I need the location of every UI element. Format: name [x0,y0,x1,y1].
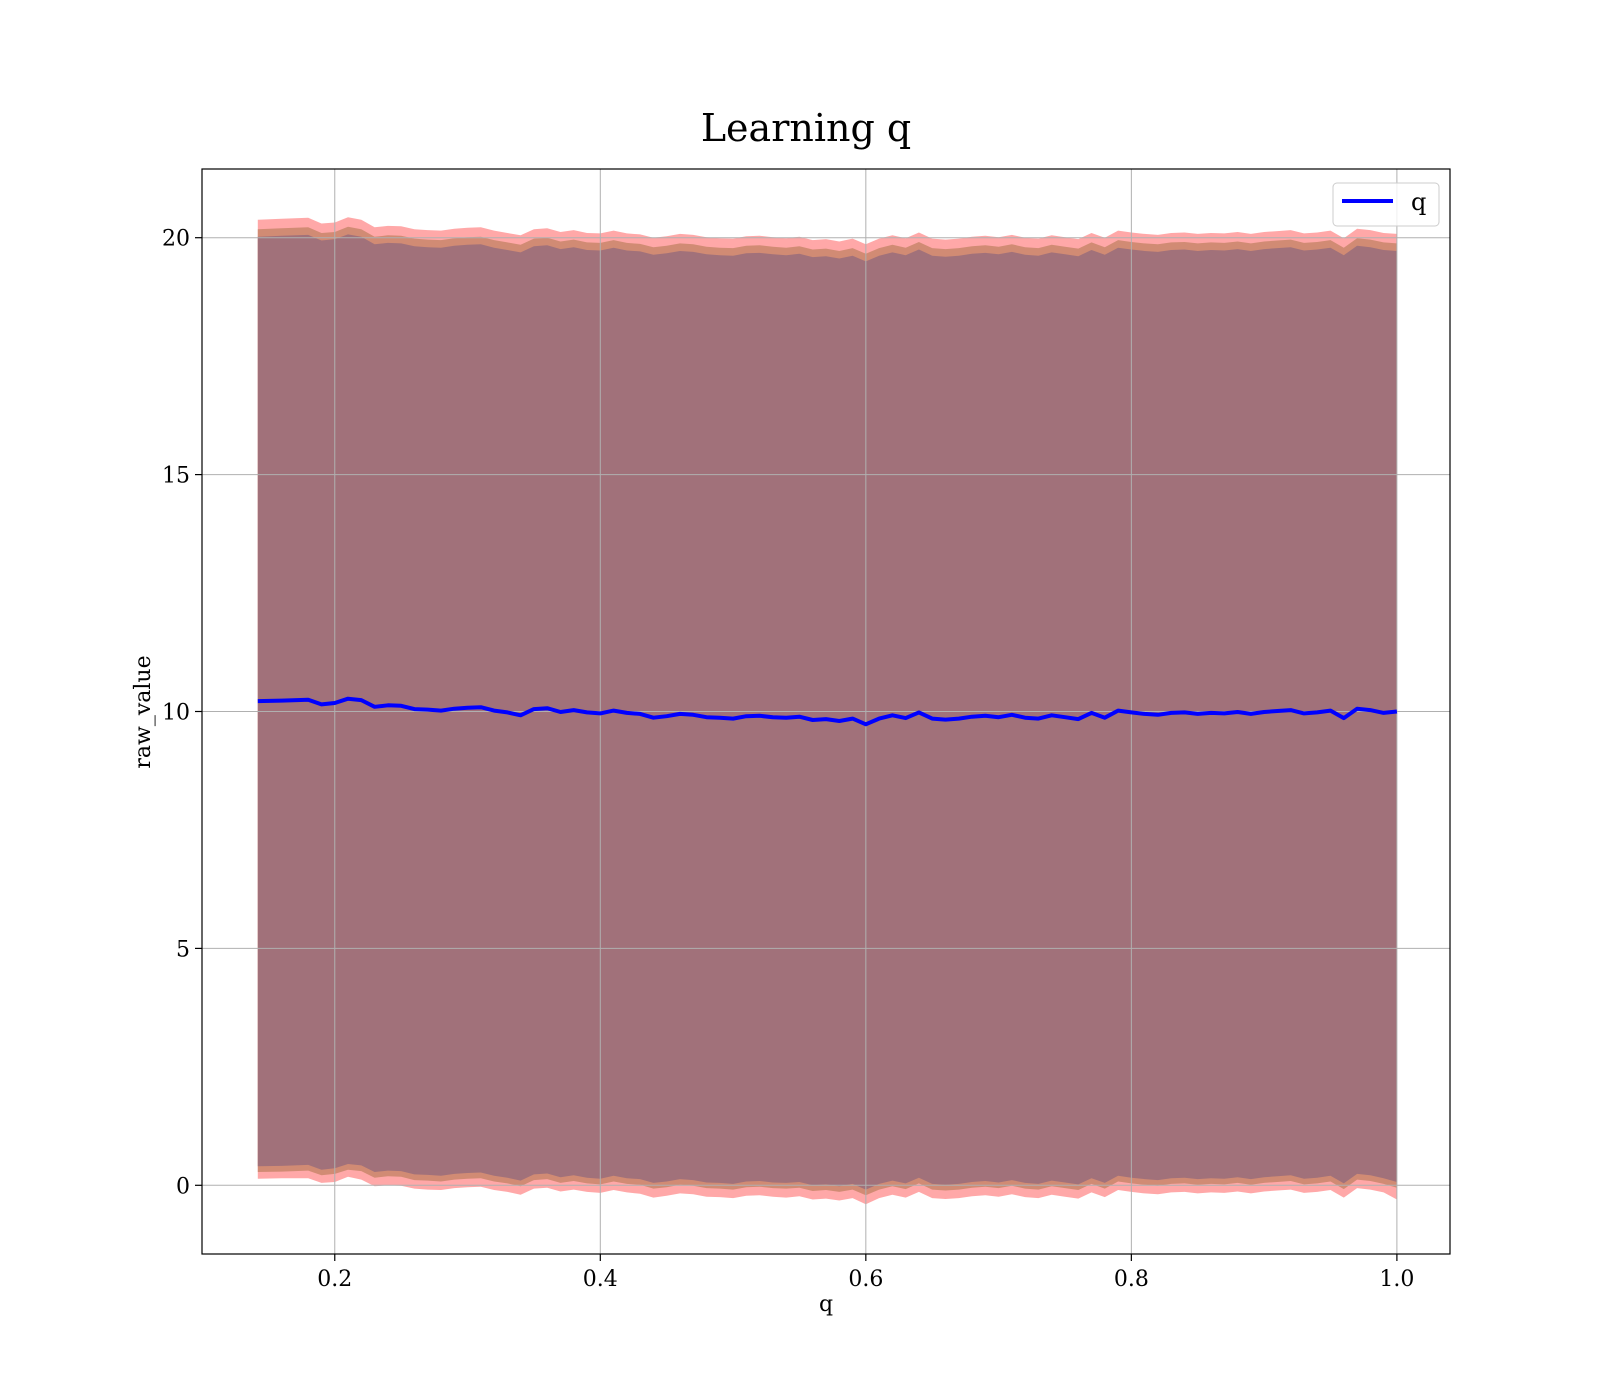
y-tick-label: 0 [176,1174,190,1199]
x-axis-ticks: 0.2 0.4 0.6 0.8 1.0 [317,1254,1414,1292]
x-tick-label: 0.2 [317,1267,352,1292]
series-lines [257,696,1398,727]
x-axis-label: q [819,1292,833,1317]
y-tick-label: 10 [162,701,190,726]
y-tick-label: 5 [176,937,190,962]
legend: q [1332,182,1440,227]
y-tick-label: 20 [162,227,190,252]
y-axis-ticks: 0 5 10 15 20 [162,227,202,1199]
y-tick-label: 15 [162,464,190,489]
legend-entry-q: q [1411,188,1426,216]
x-tick-label: 0.8 [1114,1267,1149,1292]
chart-title: Learning q [701,106,911,150]
series-line-q [257,696,1398,727]
x-tick-label: 1.0 [1379,1267,1414,1292]
x-tick-label: 0.4 [583,1267,618,1292]
y-axis-label: raw_value [131,655,156,768]
x-tick-label: 0.6 [848,1267,883,1292]
legend-box [1332,182,1440,227]
